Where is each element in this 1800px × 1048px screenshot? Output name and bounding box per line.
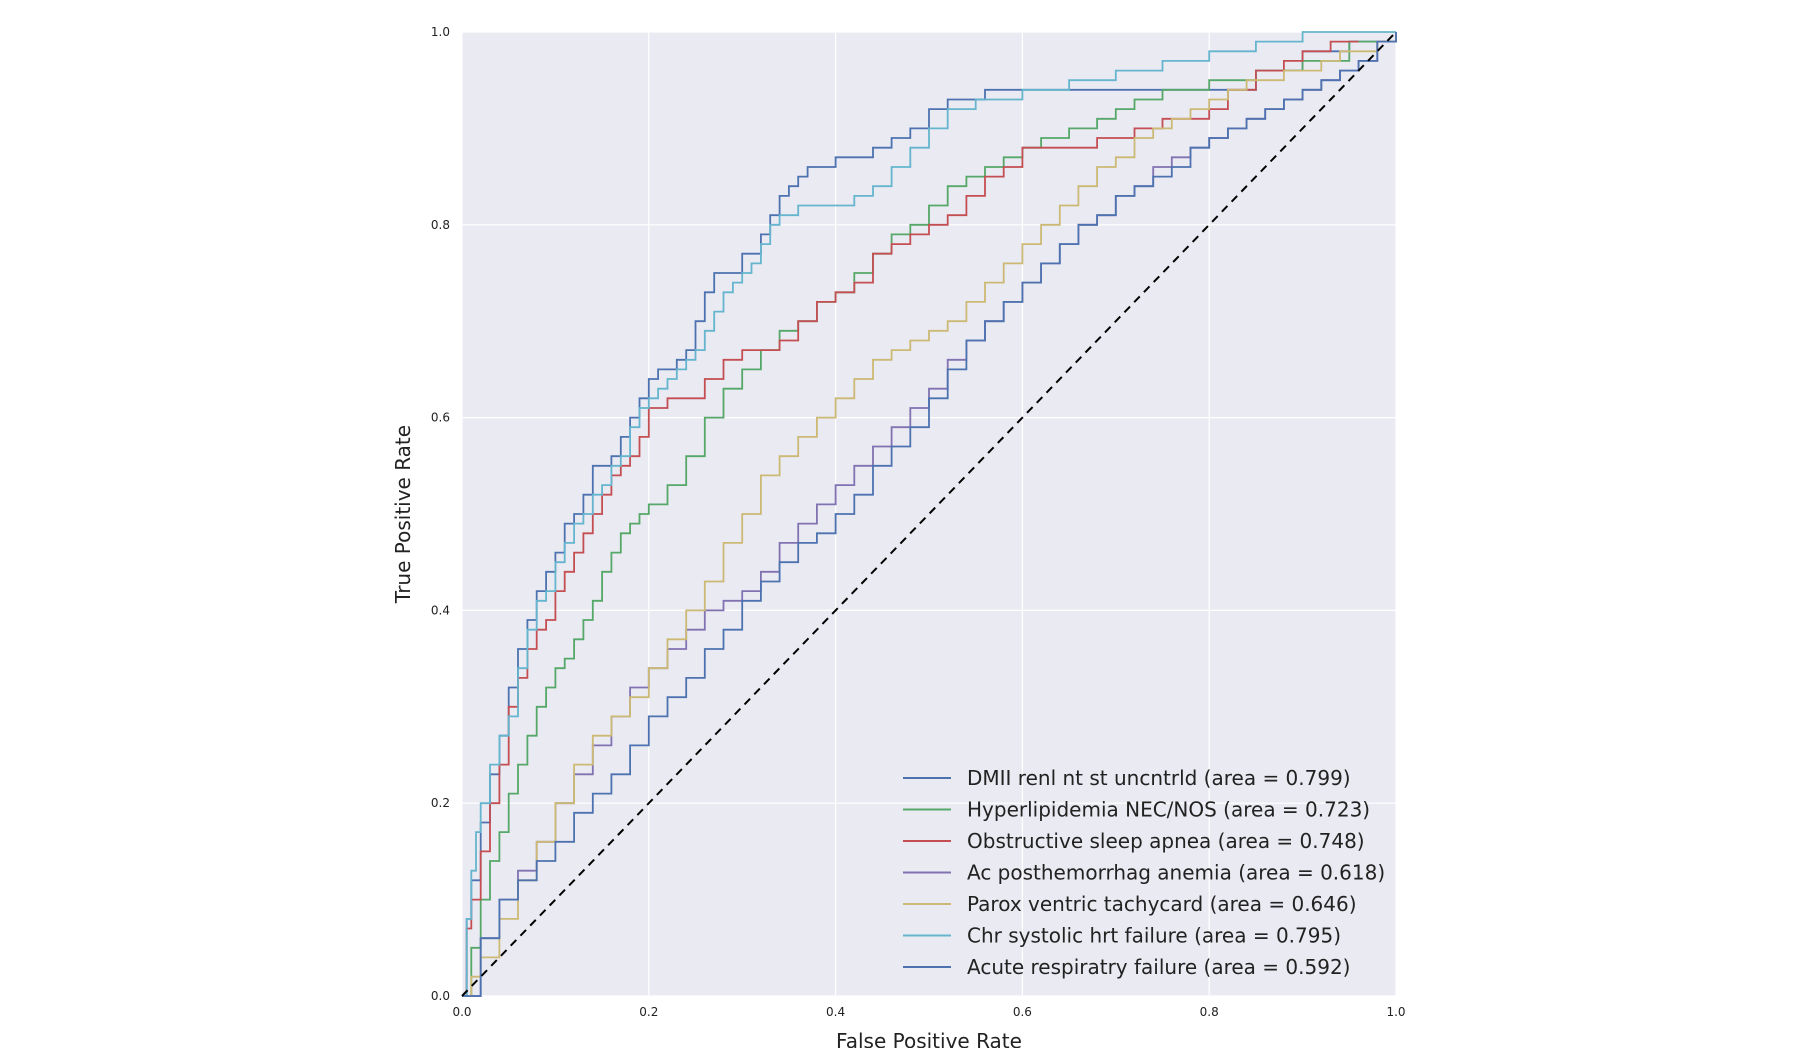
x-axis-ticks: 0.0 0.2 0.4 0.6 0.8 1.0	[452, 1005, 1405, 1019]
y-tick-label: 0.6	[431, 411, 450, 425]
x-tick-label: 0.8	[1200, 1005, 1219, 1019]
y-tick-label: 0.2	[431, 796, 450, 810]
legend-label-1: DMII renl nt st uncntrld (area = 0.799)	[967, 766, 1351, 790]
x-tick-label: 0.4	[826, 1005, 845, 1019]
y-tick-label: 0.4	[431, 603, 450, 617]
x-tick-label: 0.6	[1013, 1005, 1032, 1019]
series-line-2	[462, 32, 1397, 997]
series-line-7	[462, 32, 1397, 997]
y-axis-label: True Positive Rate	[391, 425, 415, 604]
x-axis-label: False Positive Rate	[836, 1029, 1022, 1048]
y-tick-label: 0.0	[431, 989, 450, 1003]
legend-label-5: Parox ventric tachycard (area = 0.646)	[967, 892, 1357, 916]
legend-label-6: Chr systolic hrt failure (area = 0.795)	[967, 924, 1341, 948]
series-line-3	[462, 40, 1359, 997]
series-line-6	[462, 31, 1396, 997]
series-line-5	[462, 32, 1397, 997]
x-tick-label: 0.0	[452, 1005, 471, 1019]
x-tick-label: 1.0	[1386, 1005, 1405, 1019]
plot-background	[462, 32, 1396, 996]
x-tick-label: 0.2	[639, 1005, 658, 1019]
y-tick-label: 1.0	[431, 25, 450, 39]
y-tick-label: 0.8	[431, 218, 450, 232]
legend-label-4: Ac posthemorrhag anemia (area = 0.618)	[967, 861, 1385, 885]
legend-label-2: Hyperlipidemia NEC/NOS (area = 0.723)	[967, 798, 1370, 822]
legend: DMII renl nt st uncntrld (area = 0.799) H…	[903, 766, 1385, 979]
legend-label-7: Acute respiratry failure (area = 0.592)	[967, 955, 1350, 979]
series-layer	[462, 31, 1397, 997]
series-line-1	[462, 32, 1397, 997]
legend-label-3: Obstructive sleep apnea (area = 0.748)	[967, 829, 1365, 853]
y-axis-ticks: 0.0 0.2 0.4 0.6 0.8 1.0	[431, 25, 450, 1003]
